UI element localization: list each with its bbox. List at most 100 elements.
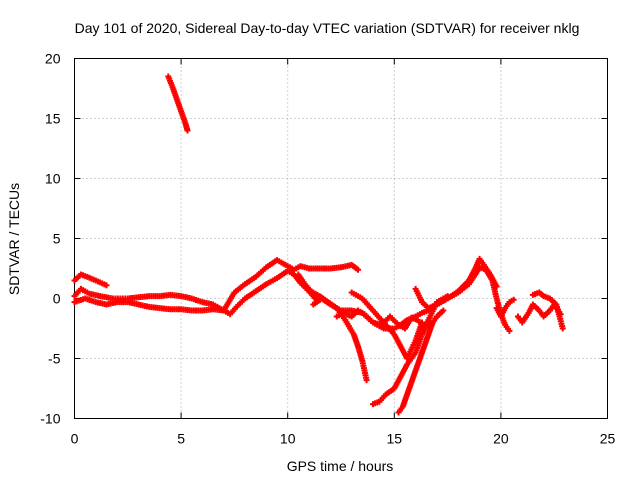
y-tick-labels: -10 -5 0 5 10 15 20: [40, 51, 60, 427]
series-arc-d: [165, 73, 191, 134]
interpolated-point: [453, 289, 460, 296]
interpolated-point: [261, 282, 268, 289]
interpolated-point: [442, 296, 449, 303]
x-tick-labels: 0 5 10 15 20 25: [71, 431, 616, 447]
interpolated-point: [90, 298, 97, 305]
interpolated-point: [282, 261, 289, 268]
interpolated-point: [261, 265, 268, 272]
y-tick-label: 20: [45, 51, 61, 67]
series-arc-i: [395, 307, 447, 416]
interpolated-point: [368, 305, 375, 312]
interpolated-point: [471, 267, 478, 274]
interpolated-point: [411, 351, 418, 358]
interpolated-point: [539, 291, 546, 298]
interpolated-point: [524, 311, 531, 318]
interpolated-point: [173, 94, 180, 101]
interpolated-point: [359, 309, 366, 316]
interpolated-point: [438, 309, 445, 315]
series-arc-k: [333, 307, 436, 332]
interpolated-point: [250, 275, 257, 282]
interpolated-point: [177, 106, 184, 113]
y-axis-label: SDTVAR / TECUs: [6, 183, 22, 295]
interpolated-point: [325, 300, 332, 307]
interpolated-point: [485, 269, 492, 276]
interpolated-point: [240, 282, 247, 289]
series-arc-b: [71, 257, 362, 314]
interpolated-point: [389, 329, 396, 336]
interpolated-point: [393, 320, 400, 327]
interpolated-point: [479, 259, 486, 266]
interpolated-point: [544, 294, 551, 301]
interpolated-point: [416, 311, 423, 318]
interpolated-point: [464, 279, 471, 286]
interpolated-point: [396, 375, 403, 382]
plot-frame: [74, 58, 608, 419]
interpolated-point: [90, 276, 97, 283]
interpolated-point: [551, 300, 558, 306]
x-tick-label: 15: [387, 431, 403, 447]
interpolated-point: [250, 289, 257, 296]
interpolated-point: [207, 301, 214, 308]
interpolated-point: [418, 333, 425, 340]
interpolated-point: [374, 399, 381, 406]
x-tick-label: 10: [280, 431, 296, 447]
interpolated-point: [306, 286, 313, 293]
series-arc-n: [529, 289, 566, 332]
interpolated-point: [427, 320, 434, 327]
interpolated-point: [501, 307, 508, 314]
interpolated-point: [368, 317, 375, 324]
interpolated-point: [398, 405, 405, 412]
x-tick-label: 20: [493, 431, 509, 447]
interpolated-point: [186, 295, 193, 302]
interpolated-point: [376, 321, 383, 328]
interpolated-point: [493, 293, 500, 300]
x-tick-label: 0: [71, 431, 79, 447]
x-tick-label: 25: [600, 431, 616, 447]
interpolated-point: [407, 381, 414, 388]
interpolated-point: [314, 291, 321, 298]
y-tick-label: 15: [45, 111, 61, 127]
interpolated-point: [363, 374, 370, 381]
interpolated-point: [416, 357, 423, 364]
interpolated-point: [288, 270, 295, 277]
y-tick-label: -5: [48, 351, 61, 367]
y-tick-label: -10: [40, 411, 60, 427]
interpolated-point: [411, 369, 418, 376]
interpolated-point: [420, 345, 427, 352]
x-axis-label: GPS time / hours: [287, 458, 394, 474]
interpolated-point: [354, 341, 361, 348]
interpolated-point: [381, 393, 388, 400]
series-arc-a: [71, 271, 110, 289]
interpolated-point: [230, 291, 237, 298]
interpolated-point: [534, 306, 541, 312]
interpolated-point: [492, 281, 499, 288]
interpolated-point: [505, 325, 512, 332]
interpolated-point: [389, 386, 396, 393]
interpolated-point: [431, 302, 438, 309]
interpolated-point: [505, 301, 512, 308]
series-arc-g: [348, 289, 426, 362]
interpolated-point: [508, 297, 515, 304]
series-arc-j: [412, 255, 500, 312]
interpolated-point: [231, 305, 238, 312]
interpolated-point: [183, 125, 190, 132]
interpolated-point: [559, 323, 566, 330]
interpolated-point: [412, 316, 419, 323]
interpolated-point: [340, 315, 347, 322]
y-tick-label: 0: [53, 291, 61, 307]
interpolated-point: [84, 289, 91, 296]
y-tick-label: 5: [53, 231, 61, 247]
interpolated-point: [197, 298, 204, 305]
interpolated-point: [358, 355, 365, 362]
interpolated-point: [335, 306, 342, 313]
interpolated-point: [240, 297, 247, 304]
interpolated-point: [417, 296, 424, 303]
interpolated-point: [396, 341, 403, 348]
interpolated-point: [403, 393, 410, 400]
x-tick-label: 5: [177, 431, 185, 447]
y-tick-label: 10: [45, 171, 61, 187]
series-arc-l: [493, 296, 517, 320]
interpolated-point: [501, 319, 508, 326]
